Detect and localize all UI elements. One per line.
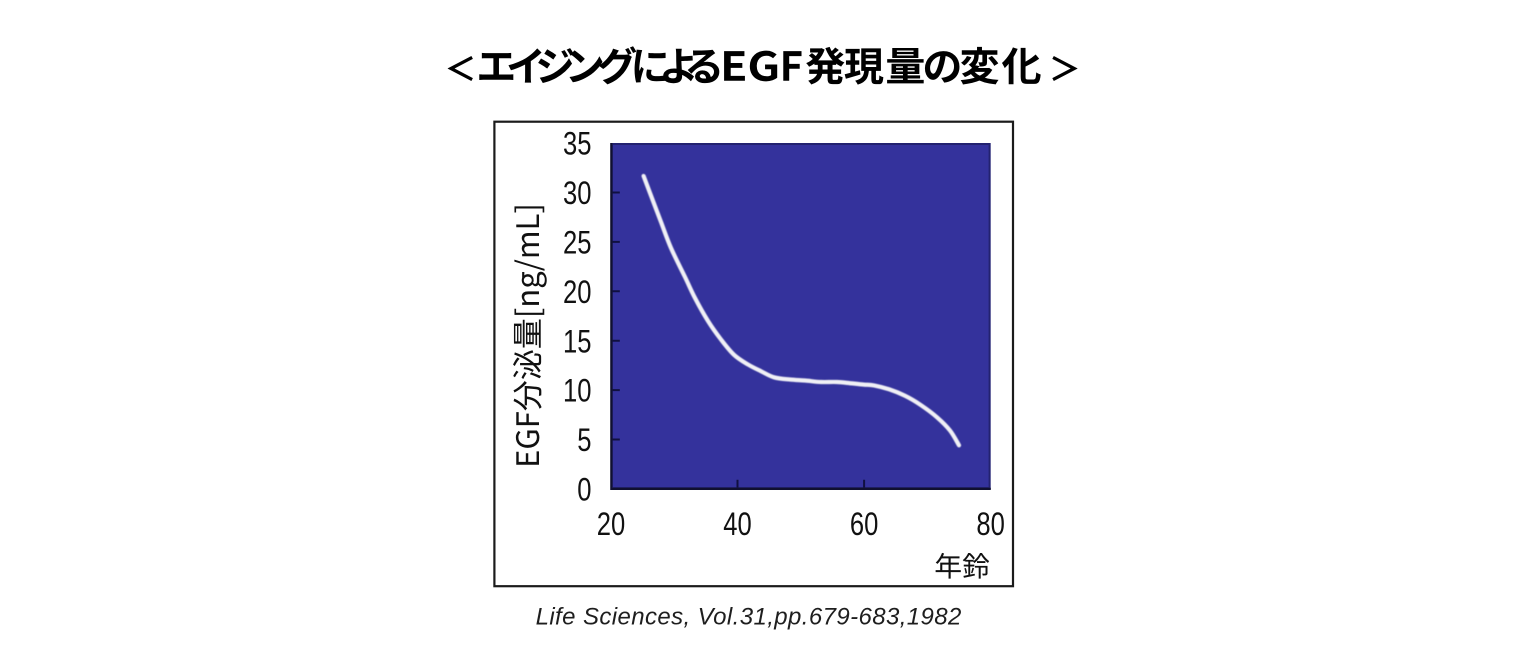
svg-text:Life Sciences, Vol.31,pp.679-6: Life Sciences, Vol.31,pp.679-683,1982 (536, 603, 962, 630)
svg-text:80: 80 (976, 507, 1004, 542)
svg-text:0: 0 (577, 473, 591, 508)
svg-text:10: 10 (563, 374, 591, 409)
svg-text:15: 15 (563, 325, 591, 360)
svg-text:20: 20 (563, 275, 591, 310)
svg-text:35: 35 (563, 127, 591, 162)
svg-text:5: 5 (577, 423, 591, 458)
svg-text:40: 40 (723, 507, 751, 542)
svg-text:30: 30 (563, 176, 591, 211)
svg-text:25: 25 (563, 226, 591, 261)
svg-text:20: 20 (597, 507, 625, 542)
svg-text:60: 60 (850, 507, 878, 542)
